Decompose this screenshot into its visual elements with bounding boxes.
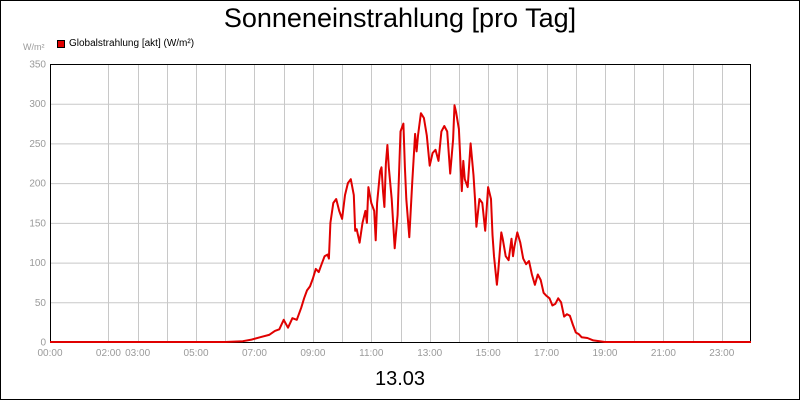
- y-tick-label: 100: [29, 258, 46, 269]
- series-layer: [50, 104, 751, 343]
- x-tick-label: 23:00: [709, 348, 734, 359]
- x-tick-label: 17:00: [534, 348, 559, 359]
- x-tick-label: 00:00: [37, 348, 62, 359]
- x-tick-label: 05:00: [184, 348, 209, 359]
- tick-label-layer: 0 50 100 150 200 250 300 350 00:00 02:00 03:00 05:0…: [29, 60, 734, 360]
- legend-label: Globalstrahlung [akt] (W/m²): [69, 38, 195, 49]
- y-tick-label: 0: [40, 338, 46, 349]
- y-tick-label: 150: [29, 218, 46, 229]
- grid-layer: [50, 64, 751, 342]
- x-tick-label: 11:00: [359, 348, 384, 359]
- x-tick-label: 03:00: [125, 348, 150, 359]
- y-tick-label: 350: [29, 60, 46, 71]
- y-axis-unit-label: W/m²: [23, 42, 45, 52]
- series-line: [50, 104, 751, 343]
- x-tick-label: 09:00: [300, 348, 325, 359]
- x-axis-date-caption: 13.03: [374, 368, 426, 390]
- legend: Globalstrahlung [akt] (W/m²): [57, 38, 194, 49]
- y-tick-label: 250: [29, 139, 46, 150]
- axis-layer: [50, 64, 751, 343]
- y-tick-label: 50: [35, 298, 47, 309]
- plot-border: [50, 64, 751, 343]
- legend-swatch: [57, 39, 65, 48]
- x-tick-label: 07:00: [242, 348, 267, 359]
- y-tick-label: 200: [29, 179, 46, 190]
- y-tick-label: 300: [29, 99, 46, 110]
- x-tick-label: 19:00: [592, 348, 617, 359]
- x-tick-label: 02:00: [96, 348, 121, 359]
- x-tick-label: 15:00: [476, 348, 501, 359]
- chart-title: Sonneneinstrahlung [pro Tag]: [223, 3, 577, 33]
- x-tick-label: 13:00: [417, 348, 442, 359]
- plot-background: [50, 64, 751, 342]
- x-tick-label: 21:00: [651, 348, 676, 359]
